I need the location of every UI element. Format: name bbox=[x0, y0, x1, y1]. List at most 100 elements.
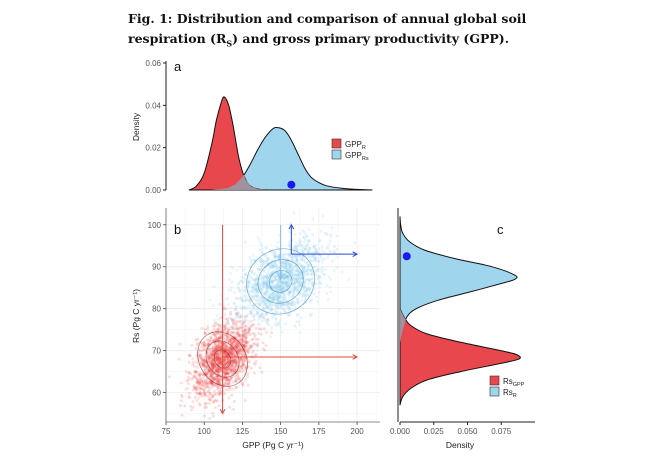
scatter-point-red bbox=[249, 319, 253, 323]
scatter-point-red bbox=[211, 324, 215, 328]
scatter-point-red bbox=[226, 331, 230, 334]
scatter-point-red bbox=[214, 377, 218, 381]
scatter-point-red bbox=[198, 353, 202, 357]
scatter-point-red bbox=[238, 356, 242, 360]
scatter-point-red bbox=[234, 345, 238, 349]
scatter-point-red bbox=[193, 386, 197, 390]
scatter-point-red bbox=[223, 342, 227, 346]
scatter-point-red bbox=[234, 364, 238, 368]
scatter-point-red bbox=[178, 342, 182, 346]
scatter-point-red bbox=[209, 360, 213, 364]
scatter-point-blue bbox=[267, 281, 271, 285]
scatter-point-red bbox=[228, 329, 232, 333]
scatter-point-red bbox=[203, 342, 207, 346]
scatter-point-red bbox=[218, 337, 222, 341]
scatter-point-red bbox=[218, 369, 222, 373]
scatter-point-blue bbox=[263, 283, 267, 286]
scatter-point-blue bbox=[251, 270, 255, 273]
scatter-point-red bbox=[193, 375, 197, 379]
scatter-point-red bbox=[252, 342, 255, 346]
legend-base: GPP bbox=[345, 151, 362, 160]
scatter-point-red bbox=[223, 346, 227, 349]
scatter-point-red bbox=[202, 344, 206, 348]
scatter-point-blue bbox=[317, 247, 321, 251]
scatter-point-red bbox=[212, 378, 216, 382]
scatter-point-red bbox=[216, 356, 220, 359]
scatter-point-red bbox=[194, 377, 198, 380]
scatter-point-red bbox=[251, 351, 255, 355]
scatter-point-blue bbox=[294, 325, 298, 329]
scatter-point-blue bbox=[273, 255, 277, 259]
scatter-point-red bbox=[235, 347, 239, 351]
scatter-point-blue bbox=[293, 276, 296, 280]
scatter-point-red bbox=[254, 359, 258, 363]
scatter-point-red bbox=[212, 349, 216, 353]
scatter-point-red bbox=[242, 320, 246, 324]
scatter-point-red bbox=[218, 360, 222, 364]
scatter-point-red bbox=[207, 369, 210, 373]
scatter-point-blue bbox=[335, 255, 339, 259]
legend-base: Rs bbox=[503, 388, 513, 397]
scatter-point-red bbox=[225, 360, 229, 364]
scatter-point-red bbox=[206, 342, 210, 345]
scatter-point-red bbox=[230, 370, 234, 373]
scatter-point-blue bbox=[329, 290, 333, 294]
scatter-point-red bbox=[243, 328, 247, 332]
scatter-point-red bbox=[229, 376, 233, 380]
scatter-point-blue bbox=[299, 292, 303, 295]
scatter-point-red bbox=[233, 353, 237, 357]
scatter-point-blue bbox=[274, 256, 278, 260]
scatter-point-red bbox=[223, 328, 227, 332]
scatter-point-red bbox=[199, 357, 203, 361]
scatter-point-blue bbox=[227, 288, 231, 292]
scatter-point-red bbox=[187, 371, 191, 375]
scatter-point-red bbox=[210, 346, 214, 350]
scatter-point-red bbox=[223, 353, 226, 357]
scatter-point-red bbox=[217, 336, 221, 340]
scatter-point-red bbox=[235, 348, 239, 352]
scatter-point-red bbox=[241, 384, 245, 387]
scatter-point-red bbox=[242, 321, 246, 325]
scatter-point-blue bbox=[331, 259, 335, 263]
scatter-point-blue bbox=[314, 258, 318, 262]
scatter-point-red bbox=[207, 370, 211, 374]
scatter-point-red bbox=[226, 334, 230, 338]
scatter-point-red bbox=[200, 326, 204, 330]
scatter-point-red bbox=[235, 363, 239, 367]
scatter-point-blue bbox=[249, 258, 253, 262]
scatter-point-red bbox=[198, 392, 202, 395]
scatter-point-red bbox=[194, 388, 198, 392]
scatter-point-blue bbox=[297, 320, 301, 324]
scatter-point-red bbox=[215, 366, 219, 370]
scatter-point-red bbox=[214, 350, 218, 353]
scatter-point-red bbox=[228, 382, 231, 386]
scatter-point-red bbox=[218, 361, 221, 365]
scatter-point-blue bbox=[264, 313, 268, 317]
scatter-point-red bbox=[198, 382, 201, 385]
scatter-point-red bbox=[212, 377, 216, 381]
scatter-point-blue bbox=[328, 285, 332, 289]
scatter-point-red bbox=[187, 371, 191, 375]
scatter-point-blue bbox=[244, 271, 248, 275]
scatter-point-red bbox=[219, 346, 223, 350]
scatter-point-red bbox=[227, 379, 231, 383]
legend-base: Rs bbox=[503, 377, 513, 386]
scatter-point-blue bbox=[332, 268, 336, 272]
scatter-point-red bbox=[239, 319, 243, 323]
scatter-point-red bbox=[201, 376, 204, 380]
scatter-point-red bbox=[229, 368, 233, 372]
scatter-point-red bbox=[231, 358, 235, 362]
scatter-point-red bbox=[239, 325, 243, 329]
scatter-point-red bbox=[208, 401, 211, 405]
scatter-point-blue bbox=[299, 240, 303, 244]
scatter-point-red bbox=[230, 376, 234, 380]
scatter-point-red bbox=[223, 374, 227, 377]
scatter-point-red bbox=[216, 351, 220, 355]
scatter-point-red bbox=[210, 363, 214, 367]
scatter-point-blue bbox=[257, 315, 261, 319]
scatter-point-red bbox=[238, 333, 242, 337]
scatter-point-red bbox=[207, 370, 211, 373]
caption-line-2a: respiration (R bbox=[128, 31, 227, 46]
scatter-point-blue bbox=[326, 297, 330, 301]
scatter-point-red bbox=[233, 358, 237, 362]
